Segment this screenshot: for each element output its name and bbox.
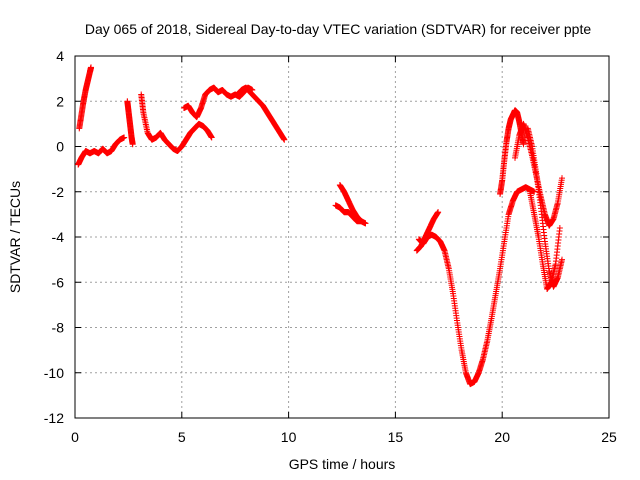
series-arc [497, 107, 527, 198]
x-tick-label: 15 [388, 429, 404, 445]
y-tick-label: -2 [52, 184, 65, 200]
series-arc [124, 98, 136, 148]
y-tick-label: -6 [52, 274, 65, 290]
data-point-marker [559, 175, 566, 182]
data-point-marker [121, 134, 128, 141]
series-arc [512, 120, 566, 229]
data-point-marker [88, 64, 95, 71]
series-arc [76, 64, 95, 132]
series-arc [332, 202, 365, 225]
y-tick-label: -10 [44, 365, 64, 381]
x-tick-label: 5 [178, 429, 186, 445]
data-point-marker [129, 141, 136, 148]
x-tick-label: 25 [601, 429, 617, 445]
data-point-marker [281, 136, 288, 143]
x-tick-label: 0 [71, 429, 79, 445]
series-arc [413, 209, 442, 254]
y-tick-label: 0 [56, 139, 64, 155]
chart-title: Day 065 of 2018, Sidereal Day-to-day VTE… [85, 21, 592, 37]
data-point-marker [208, 134, 215, 141]
series-arc [415, 184, 538, 388]
y-axis-label: SDTVAR / TECUs [7, 181, 23, 293]
data-series [75, 64, 566, 388]
x-axis-label: GPS time / hours [289, 456, 396, 472]
grid-lines [75, 56, 609, 418]
data-point-marker [520, 141, 527, 148]
data-point-marker [435, 209, 442, 216]
y-tick-label: 2 [56, 93, 64, 109]
y-tick-label: -8 [52, 320, 65, 336]
data-point-marker [358, 218, 365, 225]
series-arc [234, 84, 288, 143]
y-tick-label: -4 [52, 229, 65, 245]
data-point-marker [559, 256, 566, 263]
x-tick-label: 20 [494, 429, 510, 445]
x-tick-label: 10 [281, 429, 297, 445]
data-point-marker [362, 220, 369, 227]
series-arc [75, 134, 128, 168]
series-arc [138, 91, 215, 155]
series-arc [526, 188, 563, 293]
y-tick-label: 4 [56, 48, 64, 64]
tick-labels: -12 -10 -8 -6 -4 -2 0 2 4 0 5 10 15 20 25 [44, 48, 617, 445]
y-tick-label: -12 [44, 410, 64, 426]
data-point-marker [556, 224, 563, 231]
axis-ticks [74, 55, 610, 419]
